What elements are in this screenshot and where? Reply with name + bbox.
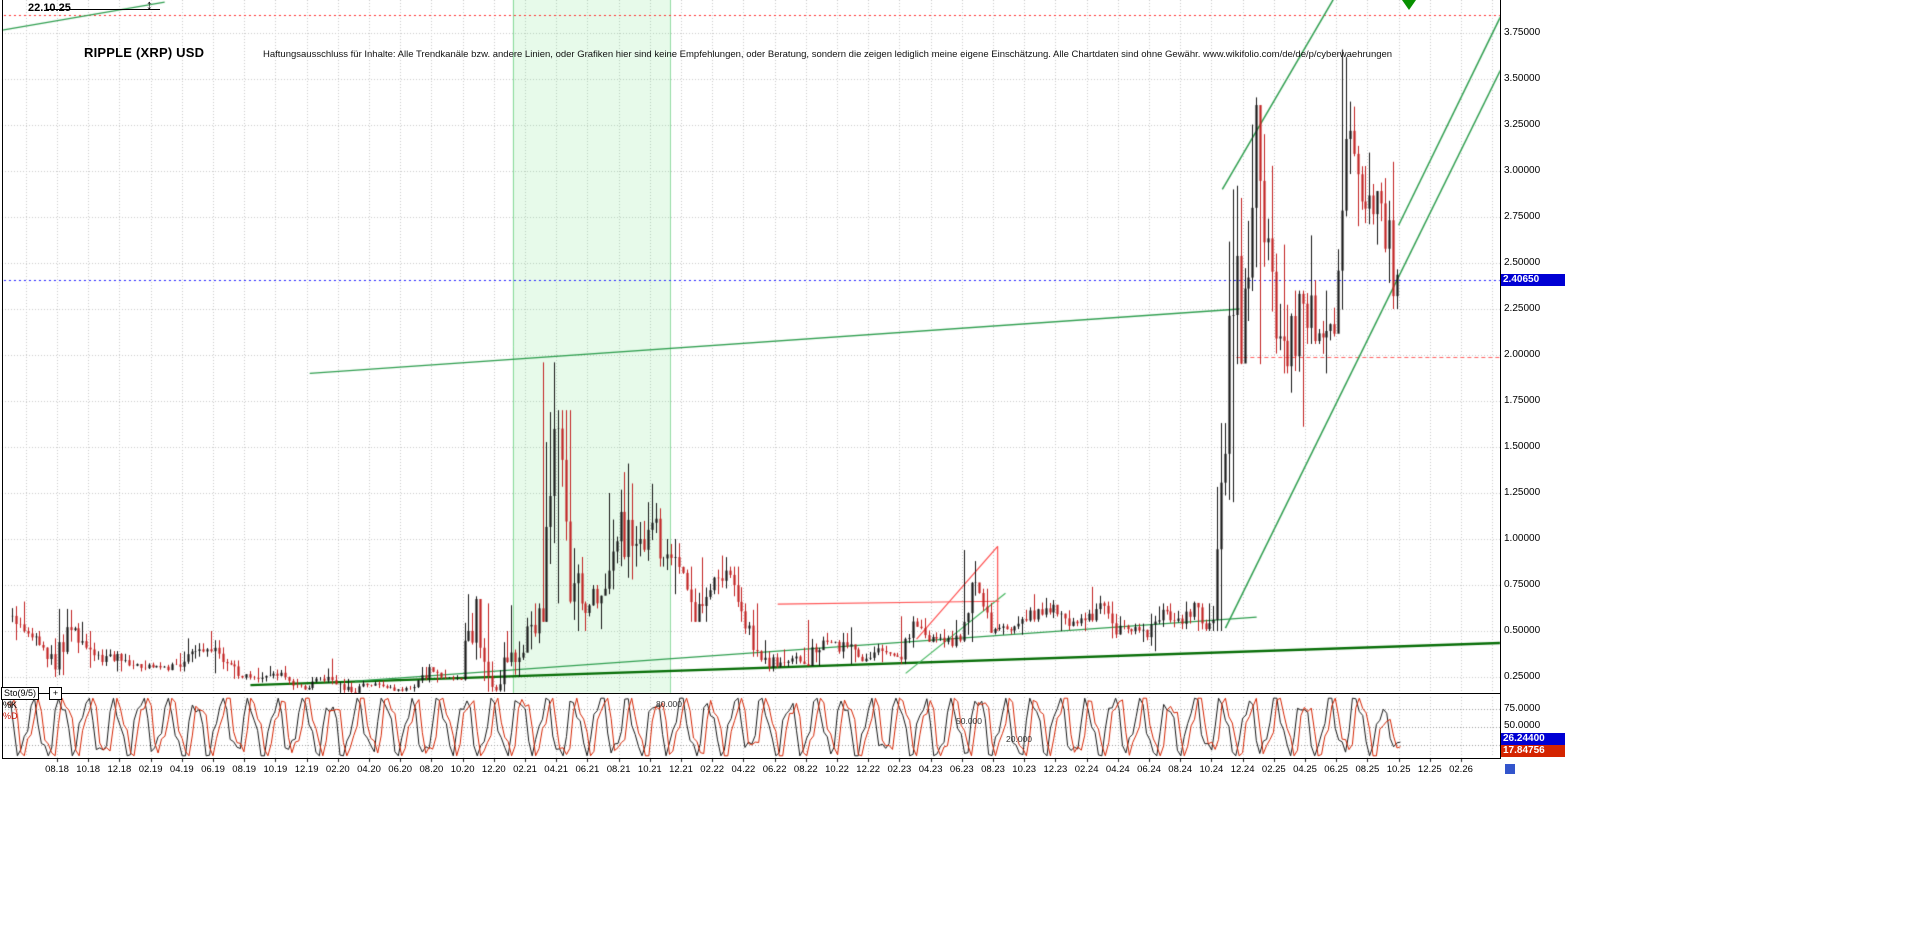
sto-tick-label: 75.0000 <box>1504 703 1541 714</box>
sto-level-label-20: 20.000 <box>1006 734 1032 744</box>
sto-d-value-badge: 17.84756 <box>1501 745 1565 757</box>
current-price-badge: 2.40650 <box>1501 274 1565 286</box>
indicator-label: Sto(9/5) <box>1 687 40 700</box>
page-title: RIPPLE (XRP) USD <box>84 45 205 60</box>
left-border <box>2 0 3 758</box>
resize-cursor-icon: ↕ <box>146 0 153 12</box>
indicator-expand-button[interactable]: + <box>49 687 62 700</box>
disclaimer-text: Haftungsausschluss für Inhalte: Alle Tre… <box>263 49 1393 60</box>
sto-tick-label: 50.0000 <box>1504 720 1541 731</box>
date-label: 22.10.25 <box>28 2 71 14</box>
annotation-rule <box>46 9 160 10</box>
axis-corner-marker <box>1505 764 1515 774</box>
stochastic-k-label: %K <box>3 700 18 710</box>
bottom-axis-separator <box>2 758 1501 759</box>
price-axis-separator <box>1500 0 1501 758</box>
sto-level-label-80: 80.000 <box>656 699 682 709</box>
stochastic-d-label: %D <box>3 711 18 721</box>
sto-level-label-50: 50.000 <box>956 716 982 726</box>
down-triangle-icon <box>1402 0 1416 10</box>
pane-separator <box>2 693 1501 694</box>
sto-k-value-badge: 26.24400 <box>1501 733 1565 745</box>
